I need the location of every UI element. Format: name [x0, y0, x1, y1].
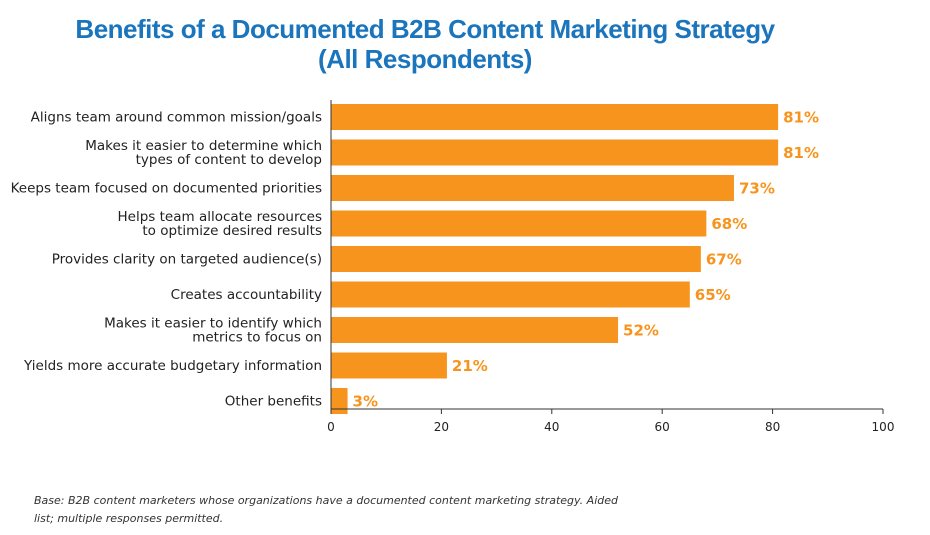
bar-chart: 81% Aligns team around common mission/goa…	[11, 100, 894, 434]
value-label-5: 65%	[695, 286, 731, 304]
value-label-6: 52%	[623, 322, 659, 340]
category-label-4: Provides clarity on targeted audience(s)	[52, 252, 322, 268]
x-tick-label-0: 0	[327, 420, 335, 434]
bar-7	[331, 352, 447, 379]
bar-6	[331, 317, 619, 343]
bar-3	[331, 210, 707, 237]
x-tick-label-5: 100	[872, 420, 895, 434]
bar-1	[331, 139, 779, 166]
value-label-7: 21%	[452, 357, 488, 375]
category-label-3-line-1: to optimize desired results	[142, 223, 322, 239]
bar-4	[331, 246, 701, 272]
x-tick-label-3: 60	[655, 420, 670, 434]
footnote: Base: B2B content marketers whose organi…	[34, 494, 618, 525]
category-label-0: Aligns team around common mission/goals	[31, 110, 322, 126]
value-label-1: 81%	[783, 144, 819, 162]
bar-5	[331, 281, 690, 308]
value-label-3: 68%	[711, 215, 747, 233]
category-label-1-line-0: Makes it easier to determine which	[85, 138, 322, 154]
bar-8	[331, 388, 348, 414]
category-label-6-line-0: Makes it easier to identify which	[104, 316, 322, 332]
x-tick-label-1: 20	[434, 420, 449, 434]
x-tick-label-2: 40	[544, 420, 559, 434]
bars-group: 81% Aligns team around common mission/goa…	[11, 104, 819, 414]
category-label-8: Other benefits	[225, 394, 322, 410]
category-label-5: Creates accountability	[171, 287, 322, 303]
chart-title: Benefits of a Documented B2B Content Mar…	[75, 14, 775, 44]
bar-0	[331, 104, 779, 130]
bar-2	[331, 175, 734, 201]
category-label-7: Yields more accurate budgetary informati…	[23, 358, 322, 374]
value-label-0: 81%	[783, 109, 819, 127]
x-axis: 0 20 40 60 80 100	[327, 100, 894, 434]
category-label-1-line-1: types of content to develop	[136, 152, 322, 168]
value-label-2: 73%	[739, 180, 775, 198]
category-label-3-line-0: Helps team allocate resources	[118, 209, 322, 225]
category-label-2: Keeps team focused on documented priorit…	[11, 181, 322, 197]
value-label-8: 3%	[353, 393, 378, 411]
chart-subtitle: (All Respondents)	[318, 44, 532, 74]
value-label-4: 67%	[706, 251, 742, 269]
category-label-6-line-1: metrics to focus on	[192, 330, 322, 346]
x-tick-label-4: 80	[765, 420, 780, 434]
